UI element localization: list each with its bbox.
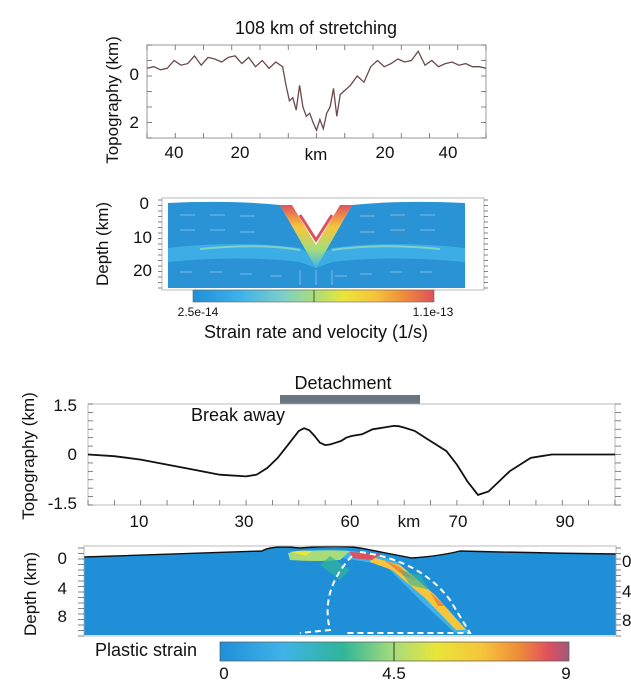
detachment-label: Detachment (294, 373, 391, 393)
panel1-xtick-20-right: 20 (376, 143, 395, 162)
panel1-tick-marks (146, 44, 487, 139)
panel3-ytick-0: 0 (68, 445, 77, 464)
panel3-xtick-90: 90 (556, 512, 575, 531)
panel4-ylabel: Depth (km) (21, 552, 40, 636)
panel4-colorbar-label: Plastic strain (95, 640, 197, 660)
panel3-xtick-60: 60 (341, 512, 360, 531)
panel3-xtick-70: 70 (449, 512, 468, 531)
panel2-tick-marks (158, 199, 488, 289)
panel2-ylabel: Depth (km) (93, 202, 112, 286)
panel4-frame (83, 545, 617, 637)
panel2-ytick-0: 0 (140, 194, 149, 213)
panel4-colorbar-tick-9: 9 (561, 664, 570, 683)
panel3-series-line (87, 424, 615, 496)
panel4-ytick-0-left: 0 (58, 549, 67, 568)
panel4-colorbar-tick-0: 0 (219, 664, 228, 683)
panel1-xtick-40-right: 40 (439, 143, 458, 162)
panel1-title: 108 km of stretching (235, 18, 397, 38)
panel1-ytick-0: 0 (130, 65, 139, 84)
panel4-field (83, 545, 617, 635)
panel3-tick-marks (87, 403, 621, 506)
panel3-ylabel: Topography (km) (19, 392, 38, 520)
panel2-colorbar (192, 289, 435, 303)
panel4-ytick-4-right: 4 (622, 582, 631, 601)
panel1-topography: 108 km of stretching 0 2 40 20 km 20 40 … (103, 18, 487, 164)
panel2-strain-rate: 0 10 20 Depth (km) 2.5e-14 1.1e-13 Strai… (93, 194, 488, 342)
panel4-ytick-0-right: 0 (622, 552, 631, 571)
panel4-tick-marks (78, 547, 621, 637)
detachment-bar (280, 395, 420, 404)
panel1-frame (146, 44, 487, 139)
panel4-colorbar-tick-4.5: 4.5 (382, 664, 406, 683)
panel3-frame (87, 403, 616, 506)
panel3-ytick-1.5: 1.5 (53, 396, 77, 415)
panel2-ytick-10: 10 (133, 228, 152, 247)
panel2-colorbar-max: 1.1e-13 (413, 305, 454, 319)
panel3-topography: Detachment Break away 1.5 0 -1.5 Topogra… (19, 373, 621, 531)
panel3-ytick-neg1.5: -1.5 (48, 494, 77, 513)
panel1-xtick-40-left: 40 (165, 143, 184, 162)
panel1-series-line (146, 49, 487, 133)
panel1-ylabel: Topography (km) (103, 36, 122, 164)
panel4-ytick-8-left: 8 (58, 607, 67, 626)
panel1-xlabel: km (305, 145, 328, 164)
panel2-colorbar-label: Strain rate and velocity (1/s) (204, 322, 428, 342)
panel3-xtick-30: 30 (235, 512, 254, 531)
panel4-ytick-8-right: 8 (622, 611, 631, 630)
panel2-ytick-20: 20 (133, 261, 152, 280)
panel1-ytick-2: 2 (130, 113, 139, 132)
panel2-colorbar-min: 2.5e-14 (178, 305, 219, 319)
panel4-plastic-strain: 0 4 8 0 4 8 Depth (km) Plastic strain 0 … (21, 545, 631, 683)
panel4-ytick-4-left: 4 (58, 579, 67, 598)
panel3-xlabel: km (398, 512, 421, 531)
panel3-xtick-10: 10 (130, 512, 149, 531)
break-away-label: Break away (191, 405, 285, 425)
panel2-field (168, 201, 465, 288)
panel1-xtick-20-left: 20 (231, 143, 250, 162)
